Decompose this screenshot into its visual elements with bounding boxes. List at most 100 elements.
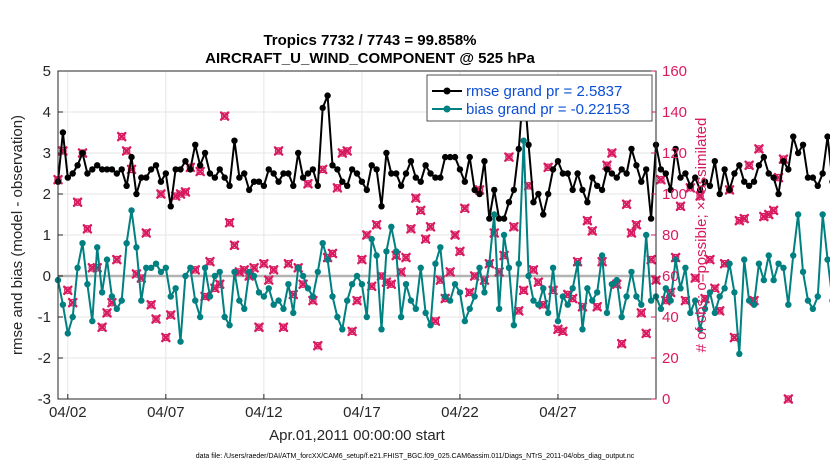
obs-assimilated-marker — [533, 277, 544, 287]
bias-point — [128, 207, 135, 214]
bias-point — [363, 313, 371, 321]
rmse-point — [647, 215, 655, 222]
bias-point — [59, 301, 67, 308]
obs-assimilated-marker — [445, 267, 455, 277]
rmse-point — [442, 153, 449, 161]
obs-possible-marker — [446, 268, 454, 276]
rmse-point — [211, 174, 219, 181]
obs-assimilated-marker — [744, 160, 754, 171]
obs-assimilated-marker — [528, 265, 539, 275]
obs-assimilated-marker — [705, 254, 715, 265]
bias-point — [750, 301, 758, 308]
obs-possible-marker — [407, 225, 415, 233]
obs-assimilated-marker — [719, 258, 730, 269]
rmse-point — [755, 162, 763, 169]
bias-point — [736, 350, 743, 358]
rmse-point — [182, 158, 189, 165]
rmse-point — [319, 104, 326, 112]
rmse-point — [682, 170, 689, 177]
obs-possible-marker — [304, 179, 312, 188]
left-tick-label: 2 — [43, 186, 51, 203]
rmse-point — [152, 162, 160, 169]
obs-possible-marker — [421, 235, 430, 243]
obs-possible-marker — [784, 395, 793, 403]
rmse-point — [383, 149, 390, 157]
rmse-point — [765, 170, 772, 177]
bias-point — [608, 281, 616, 288]
obs-possible-marker — [358, 255, 366, 264]
bias-point — [515, 260, 522, 267]
bias-point — [500, 231, 508, 239]
rmse-point — [118, 166, 125, 173]
bias-point — [446, 297, 454, 304]
legend: rmse grand pr = 2.5837 bias grand pr = -… — [426, 74, 653, 122]
rmse-point — [706, 182, 714, 189]
rmse-point — [505, 199, 513, 206]
rmse-point — [535, 190, 542, 198]
obs-possible-marker — [461, 204, 469, 213]
bias-point — [442, 293, 449, 300]
obs-assimilated-marker — [268, 265, 279, 275]
rmse-point — [236, 174, 243, 181]
rmse-point — [245, 186, 253, 194]
x-tick-label: 04/12 — [245, 404, 283, 421]
bias-point — [103, 256, 111, 263]
rmse-point — [559, 170, 567, 177]
bias-point — [593, 289, 601, 296]
rmse-point — [192, 141, 199, 148]
bias-point — [613, 276, 620, 284]
obs-possible-marker — [122, 147, 131, 155]
obs-possible-marker — [632, 220, 641, 229]
rmse-point — [731, 170, 738, 177]
rmse-series — [54, 80, 830, 222]
right-tick-label: 120 — [662, 145, 687, 162]
obs-possible-marker — [372, 220, 381, 229]
obs-possible-marker — [64, 286, 72, 295]
bias-point — [422, 309, 429, 317]
obs-possible-marker — [431, 317, 440, 325]
bias-point — [339, 326, 346, 333]
obs-possible-marker — [745, 161, 753, 170]
obs-possible-marker — [98, 323, 106, 332]
obs-possible-marker — [711, 284, 719, 293]
obs-assimilated-marker — [607, 148, 617, 158]
bias-point — [280, 305, 287, 312]
obs-possible-marker — [519, 286, 528, 295]
bias-point — [687, 309, 694, 317]
rmse-point — [540, 211, 547, 218]
obs-possible-marker — [676, 202, 685, 211]
bias-point — [152, 260, 160, 267]
right-tick-label: 160 — [662, 63, 687, 80]
obs-assimilated-marker — [754, 144, 764, 154]
bias-point — [471, 293, 478, 300]
obs-possible-marker — [617, 339, 626, 348]
obs-assimilated-marker — [401, 252, 411, 263]
obs-possible-marker — [284, 259, 293, 268]
rmse-point — [564, 170, 571, 177]
rmse-point — [628, 145, 635, 153]
rmse-point — [201, 149, 209, 157]
obs-possible-marker — [416, 206, 425, 215]
legend-bias-marker — [443, 105, 451, 113]
rmse-point — [402, 170, 410, 177]
obs-assimilated-marker — [450, 230, 460, 240]
obs-assimilated-marker — [141, 228, 152, 238]
bias-point — [147, 264, 155, 271]
bias-point — [192, 297, 199, 304]
rmse-point — [790, 133, 797, 140]
bias-point — [598, 252, 606, 259]
rmse-point — [299, 174, 307, 181]
obs-possible-marker — [642, 329, 650, 338]
rmse-point — [79, 149, 86, 157]
rmse-point — [466, 153, 473, 161]
rmse-point — [348, 166, 356, 173]
obs-possible-marker — [313, 341, 322, 350]
bias-point — [623, 293, 630, 300]
bias-point — [299, 272, 307, 280]
obs-assimilated-marker — [420, 234, 431, 244]
bias-point — [236, 297, 243, 304]
bias-point — [157, 268, 165, 276]
bias-point — [69, 313, 76, 321]
obs-assimilated-marker — [513, 306, 524, 316]
bias-point — [466, 305, 473, 312]
